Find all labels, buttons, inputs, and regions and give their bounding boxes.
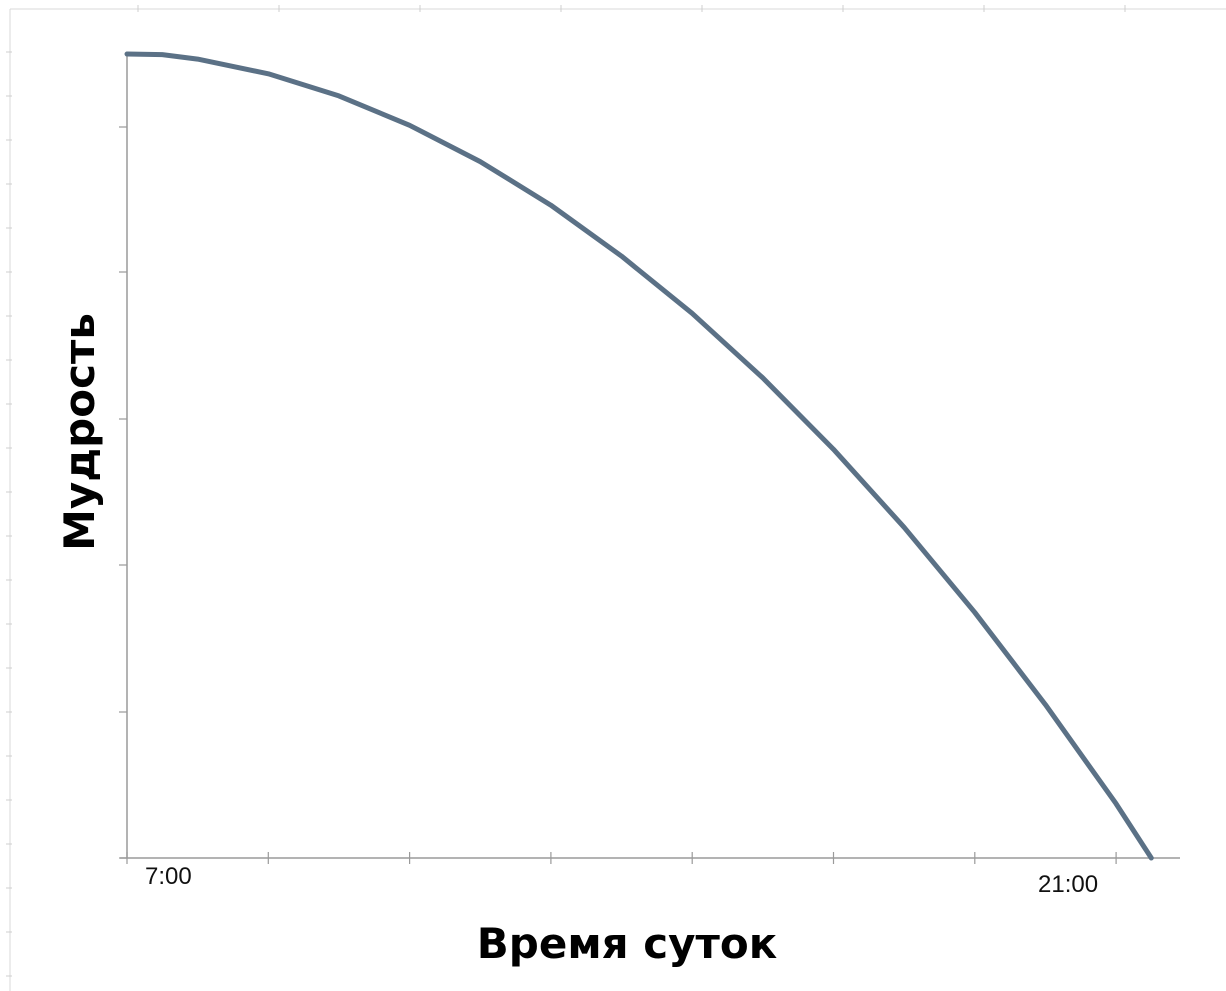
x-axis-ticks [126,852,1117,864]
x-tick-label-end: 21:00 [1038,871,1098,898]
frame-ticks [6,5,1226,991]
wisdom-curve [124,51,1154,861]
y-axis-title: Мудрость [55,313,104,551]
x-tick-label-start: 7:00 [145,863,192,890]
y-axis-ticks [119,126,127,859]
x-axis-title: Время суток [477,919,777,968]
